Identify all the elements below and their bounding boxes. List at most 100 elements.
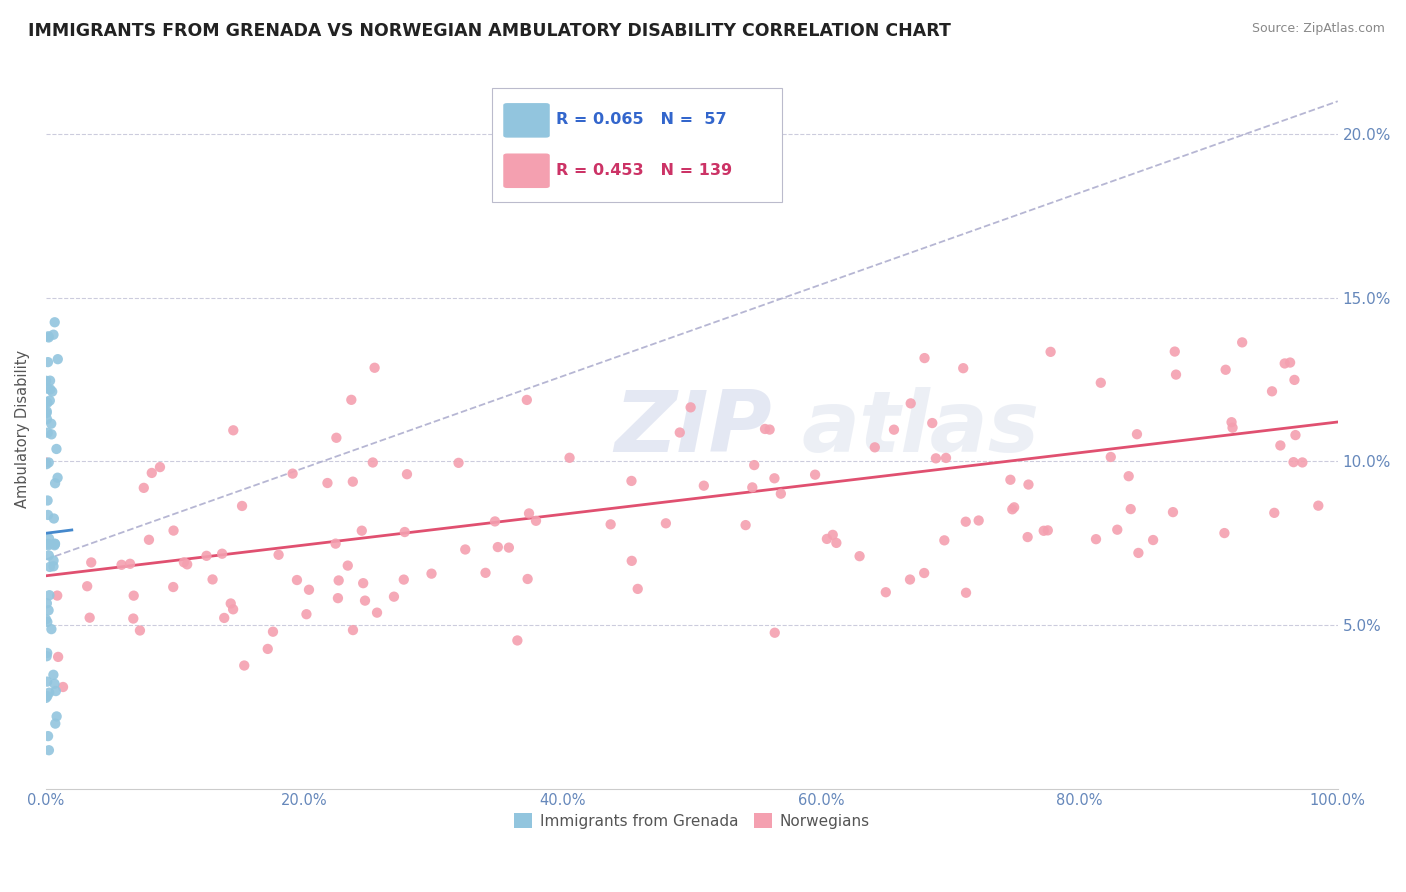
Point [42, 327, 65, 342]
Point [39, 417, 62, 431]
Point [848, 549, 870, 564]
Point [37, 508, 59, 522]
Point [342, 623, 364, 637]
Point [1128, 546, 1150, 560]
Point [212, 611, 235, 625]
Point [141, 466, 163, 480]
Point [900, 396, 922, 410]
Point [38, 393, 60, 408]
Point [80, 556, 103, 570]
Point [46, 589, 69, 603]
Point [394, 524, 416, 539]
Point [734, 518, 756, 533]
Point [516, 392, 538, 407]
Point [1164, 368, 1187, 382]
Point [599, 517, 621, 532]
Point [326, 591, 349, 606]
Point [37, 425, 59, 440]
Point [39, 374, 62, 388]
Point [46, 471, 69, 485]
Point [804, 467, 827, 482]
Point [41, 622, 63, 636]
Point [35, 457, 58, 471]
Point [1291, 455, 1313, 469]
Point [44, 315, 66, 329]
Point [1126, 427, 1149, 442]
Point [1215, 363, 1237, 377]
Point [110, 558, 132, 572]
Point [39, 383, 62, 397]
Point [506, 633, 529, 648]
Point [914, 351, 936, 365]
Point [42, 553, 65, 567]
Point [395, 467, 418, 482]
Point [176, 558, 198, 572]
Point [352, 576, 374, 591]
Point [1001, 502, 1024, 516]
Point [35, 612, 58, 626]
Point [1164, 344, 1187, 359]
Point [825, 536, 848, 550]
Point [138, 533, 160, 547]
Point [219, 597, 242, 611]
Point [41, 427, 63, 442]
Point [763, 471, 786, 485]
Point [454, 542, 477, 557]
Point [1279, 355, 1302, 369]
Point [342, 475, 364, 489]
Point [558, 450, 581, 465]
Point [45, 442, 67, 456]
Point [1261, 384, 1284, 399]
Point [162, 580, 184, 594]
Point [935, 450, 957, 465]
Point [655, 516, 678, 531]
Point [1308, 499, 1330, 513]
Point [35, 455, 58, 469]
Point [35, 406, 58, 420]
Point [38, 532, 60, 546]
Point [1017, 477, 1039, 491]
Point [44, 537, 66, 551]
Point [35, 404, 58, 418]
Point [912, 566, 935, 580]
Point [1222, 421, 1244, 435]
Point [693, 478, 716, 492]
Point [132, 481, 155, 495]
Point [37, 538, 59, 552]
Point [149, 460, 172, 475]
Point [42, 511, 65, 525]
Point [38, 686, 60, 700]
Point [122, 611, 145, 625]
Point [37, 615, 59, 629]
Point [1284, 428, 1306, 442]
Point [325, 431, 347, 445]
FancyBboxPatch shape [492, 88, 782, 202]
Point [517, 507, 540, 521]
Point [38, 455, 60, 469]
Point [1220, 415, 1243, 429]
Point [233, 658, 256, 673]
Point [668, 425, 690, 440]
Point [484, 515, 506, 529]
Point [1274, 356, 1296, 370]
Point [38, 560, 60, 574]
Point [37, 646, 59, 660]
Point [79, 610, 101, 624]
Point [1099, 450, 1122, 464]
Point [1032, 524, 1054, 538]
Point [37, 329, 59, 343]
Point [1036, 524, 1059, 538]
Point [1284, 373, 1306, 387]
Point [336, 558, 359, 573]
Point [37, 537, 59, 551]
Point [474, 566, 496, 580]
FancyBboxPatch shape [503, 153, 550, 188]
Point [1230, 335, 1253, 350]
Point [37, 689, 59, 703]
Point [41, 384, 63, 399]
Point [363, 360, 385, 375]
Point [1213, 526, 1236, 541]
Point [281, 467, 304, 481]
Point [952, 361, 974, 376]
Point [35, 649, 58, 664]
